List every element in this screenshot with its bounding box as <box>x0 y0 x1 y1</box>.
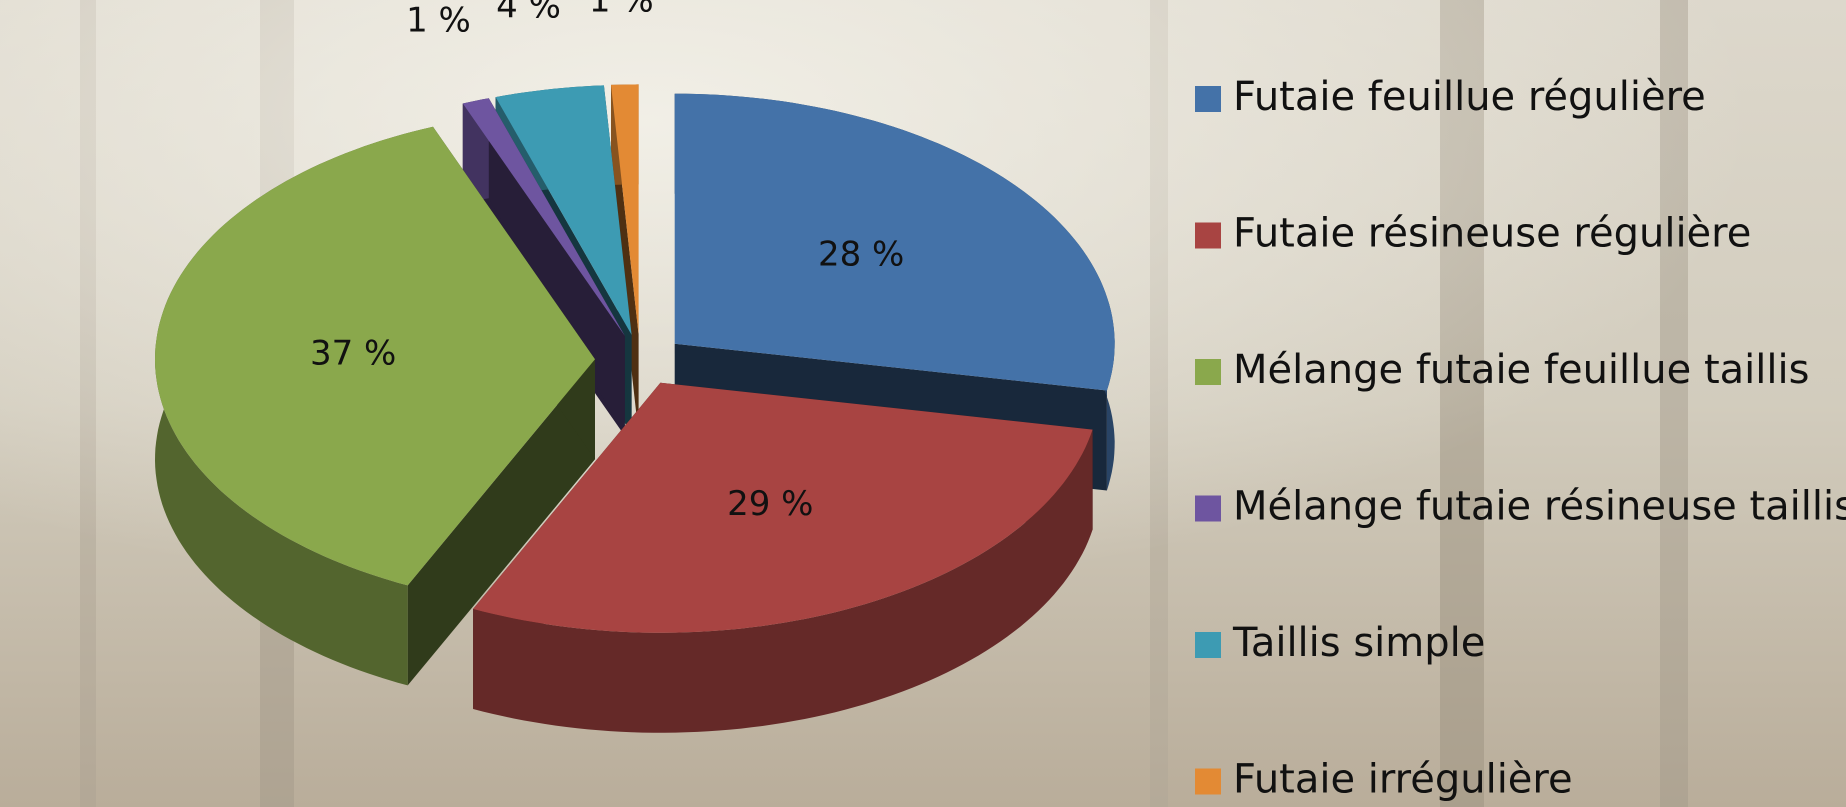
legend-label: Futaie irrégulière <box>1233 757 1573 803</box>
chart: 28 % 29 % 37 % 1 % 4 % 1 % Futaie feuillue ré… <box>0 0 1846 807</box>
legend-label: Futaie résineuse régulière <box>1233 211 1751 257</box>
value-label: 37 % <box>310 333 396 373</box>
legend-swatch <box>1195 632 1221 658</box>
value-label: 28 % <box>818 235 904 275</box>
legend-swatch <box>1195 223 1221 249</box>
legend-swatch <box>1195 86 1221 112</box>
legend-label: Taillis simple <box>1232 620 1485 666</box>
page: {"chart_data": {"type": "pie3d", "catego… <box>0 0 1846 807</box>
legend-label: Mélange futaie résineuse taillis <box>1233 484 1846 530</box>
legend-swatch <box>1195 769 1221 795</box>
legend-swatch <box>1195 359 1221 385</box>
value-label: 1 % <box>589 0 654 21</box>
value-label: 1 % <box>406 0 471 40</box>
legend-label: Futaie feuillue régulière <box>1233 74 1706 120</box>
legend-label: Mélange futaie feuillue taillis <box>1233 347 1809 393</box>
legend-swatch <box>1195 496 1221 522</box>
value-label: 4 % <box>496 0 561 26</box>
value-label: 29 % <box>727 484 813 524</box>
